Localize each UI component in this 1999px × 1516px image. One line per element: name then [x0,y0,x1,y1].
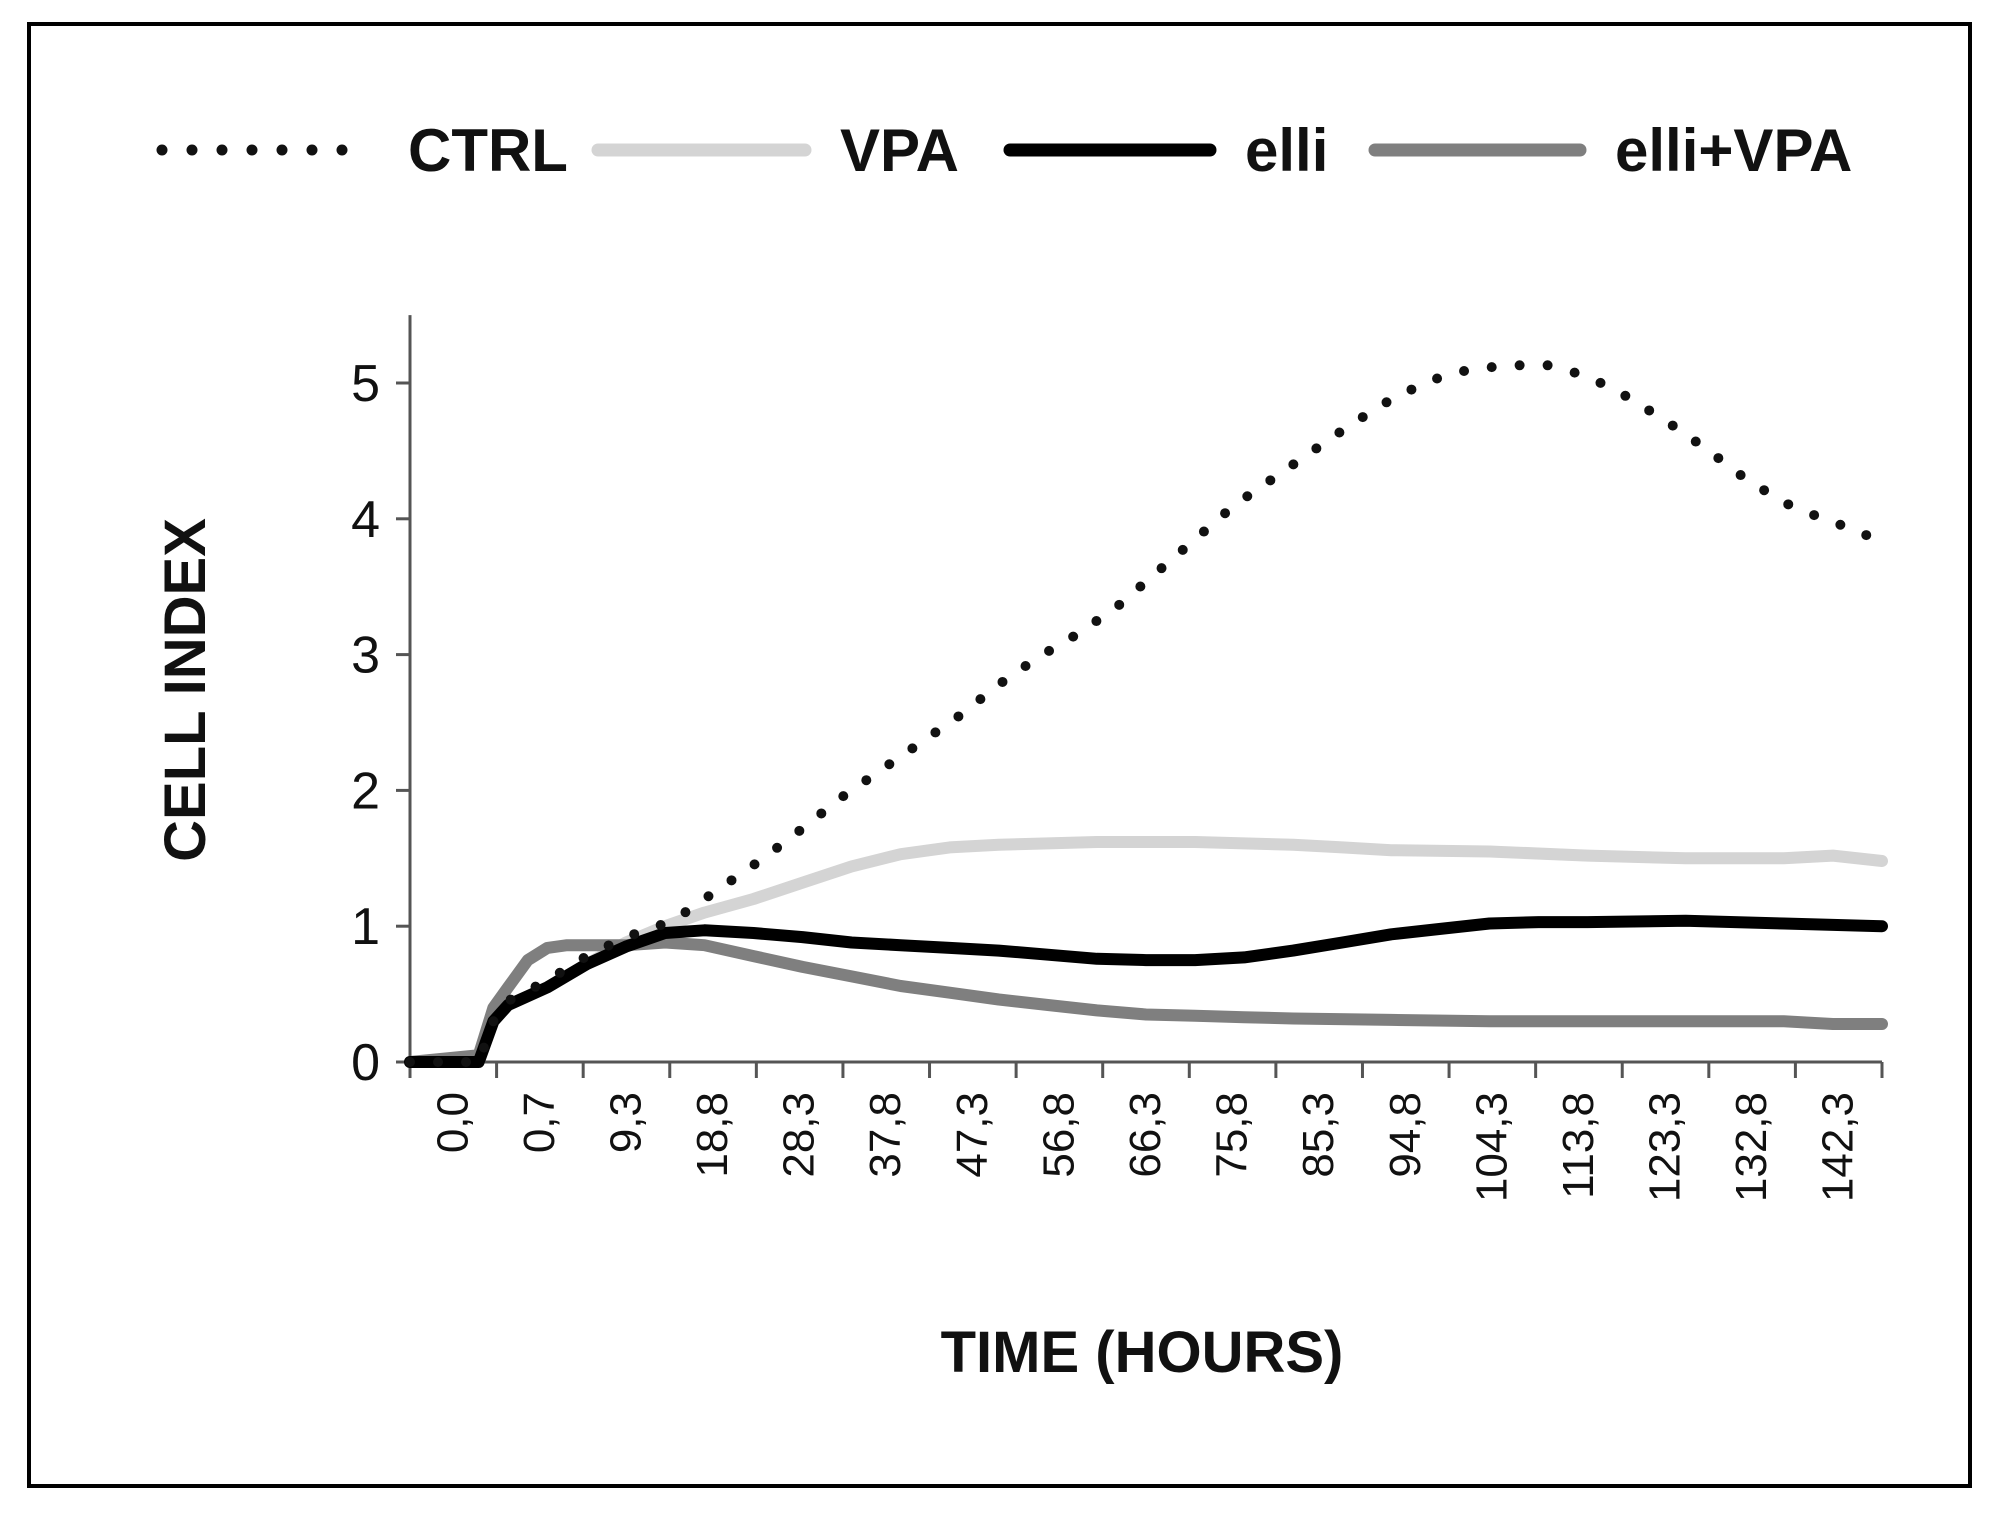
x-tick-label: 47,3 [948,1092,997,1178]
y-tick-label: 0 [351,1034,380,1092]
x-tick-label: 9,3 [601,1092,650,1153]
x-tick-label: 18,8 [688,1092,737,1178]
x-tick-label: 94,8 [1381,1092,1430,1178]
legend-label-ctrl: CTRL [408,117,568,184]
x-tick-label: 113,8 [1554,1092,1603,1199]
x-tick-label: 28,3 [775,1092,824,1178]
x-tick-label: 66,3 [1121,1092,1170,1178]
legend: CTRL VPA elli elli+VPA [156,117,1852,184]
legend-label-vpa: VPA [840,117,959,184]
y-tick-label: 1 [351,898,380,956]
series-line-elli-vpa [404,936,1888,1068]
x-tick-label: 123,3 [1641,1092,1690,1202]
x-tick-label: 56,8 [1034,1092,1083,1178]
x-tick-label: 142,3 [1814,1092,1863,1202]
series-layer [404,360,1888,1068]
y-tick-label: 4 [351,491,380,549]
x-axis-title: TIME (HOURS) [941,1320,1344,1385]
x-tick-label: 75,8 [1208,1092,1257,1178]
legend-label-elli-vpa: elli+VPA [1615,117,1852,184]
series-line-vpa [404,836,1888,1068]
series-line-ctrl [405,360,1887,1067]
x-tick-label: 104,3 [1467,1092,1516,1202]
x-tick-label: 0,0 [428,1092,477,1153]
y-tick-label: 5 [351,355,380,413]
y-axis-title: CELL INDEX [153,518,218,862]
legend-label-elli: elli [1245,117,1328,184]
y-tick-label: 2 [351,762,380,820]
x-tick-label: 85,3 [1294,1092,1343,1178]
figure-frame [27,22,1972,1488]
x-tick-label: 37,8 [861,1092,910,1178]
y-axis: 0 1 2 3 4 5 [351,315,412,1092]
x-tick-label: 132,8 [1727,1092,1776,1202]
y-tick-label: 3 [351,627,380,685]
series-line-elli [404,914,1888,1068]
x-axis: 0,0 0,7 9,3 18,8 28,3 37,8 47,3 56,8 66,3 75,8 85,… [408,1060,1884,1202]
x-tick-label: 0,7 [515,1092,564,1153]
